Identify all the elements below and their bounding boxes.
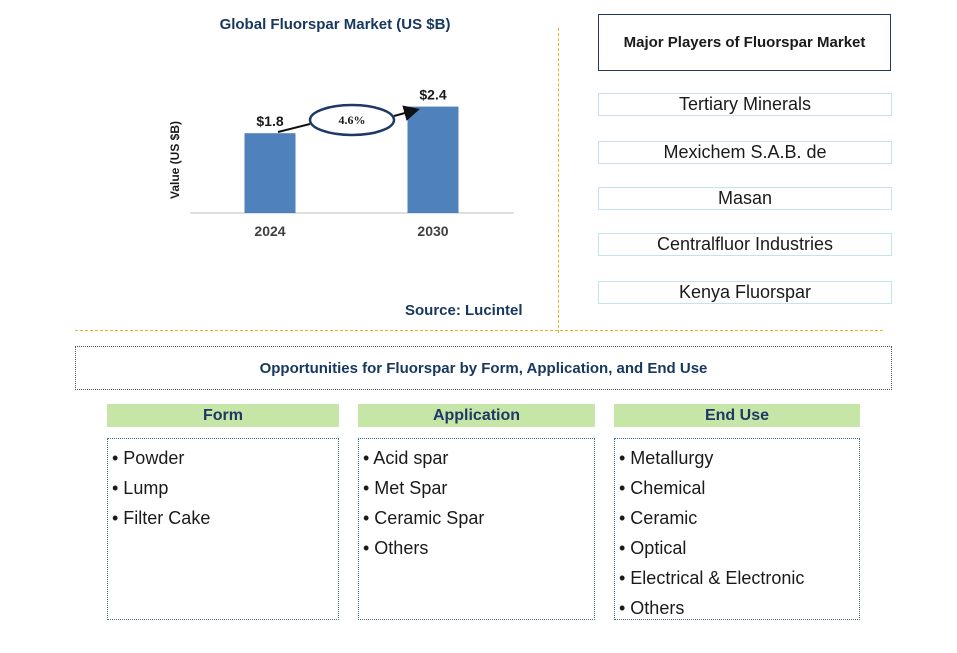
- application-list: • Acid spar • Met Spar • Ceramic Spar • …: [358, 438, 595, 620]
- end-use-list: • Metallurgy • Chemical • Ceramic • Opti…: [614, 438, 860, 620]
- cagr-arrow-out: [393, 105, 420, 121]
- cagr-annotation: 4.6%: [277, 103, 420, 137]
- vertical-divider: [558, 28, 559, 333]
- player-item: Kenya Fluorspar: [598, 281, 892, 304]
- list-item: • Ceramic Spar: [363, 508, 485, 528]
- y-axis-label: Value (US $B): [168, 121, 182, 199]
- list-item: • Acid spar: [363, 448, 449, 468]
- cagr-ellipse: [308, 103, 396, 137]
- player-item: Mexichem S.A.B. de: [598, 141, 892, 164]
- cagr-arrow-in: [277, 123, 311, 133]
- player-item: Tertiary Minerals: [598, 93, 892, 116]
- list-item: • Powder: [112, 448, 185, 468]
- application-header: Application: [358, 404, 595, 427]
- list-item: • Optical: [619, 538, 687, 558]
- chart-title: Global Fluorspar Market (US $B): [219, 16, 451, 33]
- list-item: • Lump: [112, 478, 169, 498]
- list-item: • Others: [363, 538, 429, 558]
- list-item: • Met Spar: [363, 478, 448, 498]
- source-note: Source: Lucintel: [405, 302, 523, 319]
- value-label: $1.8: [256, 113, 283, 129]
- cagr-label: 4.6%: [339, 113, 366, 127]
- form-header: Form: [107, 404, 339, 427]
- value-label: $2.4: [419, 87, 446, 103]
- bar-2030: [407, 106, 459, 213]
- opportunities-title: Opportunities for Fluorspar by Form, App…: [75, 346, 892, 390]
- form-list: • Powder • Lump • Filter Cake: [107, 438, 339, 620]
- x-tick-label: 2030: [417, 223, 448, 239]
- player-item: Masan: [598, 187, 892, 210]
- list-item: • Others: [619, 598, 685, 618]
- list-item: • Electrical & Electronic: [619, 568, 805, 588]
- list-item: • Ceramic: [619, 508, 698, 528]
- players-title: Major Players of Fluorspar Market: [598, 14, 891, 71]
- x-tick-label: 2024: [254, 223, 285, 239]
- bar-2024: [244, 133, 296, 213]
- end-use-header: End Use: [614, 404, 860, 427]
- list-item: • Chemical: [619, 478, 706, 498]
- list-item: • Metallurgy: [619, 448, 714, 468]
- list-item: • Filter Cake: [112, 508, 211, 528]
- bar-chart: Value (US $B) $1.8 2024 $2.4 2030 4.6%: [168, 87, 514, 239]
- horizontal-divider: [75, 330, 883, 331]
- player-item: Centralfluor Industries: [598, 233, 892, 256]
